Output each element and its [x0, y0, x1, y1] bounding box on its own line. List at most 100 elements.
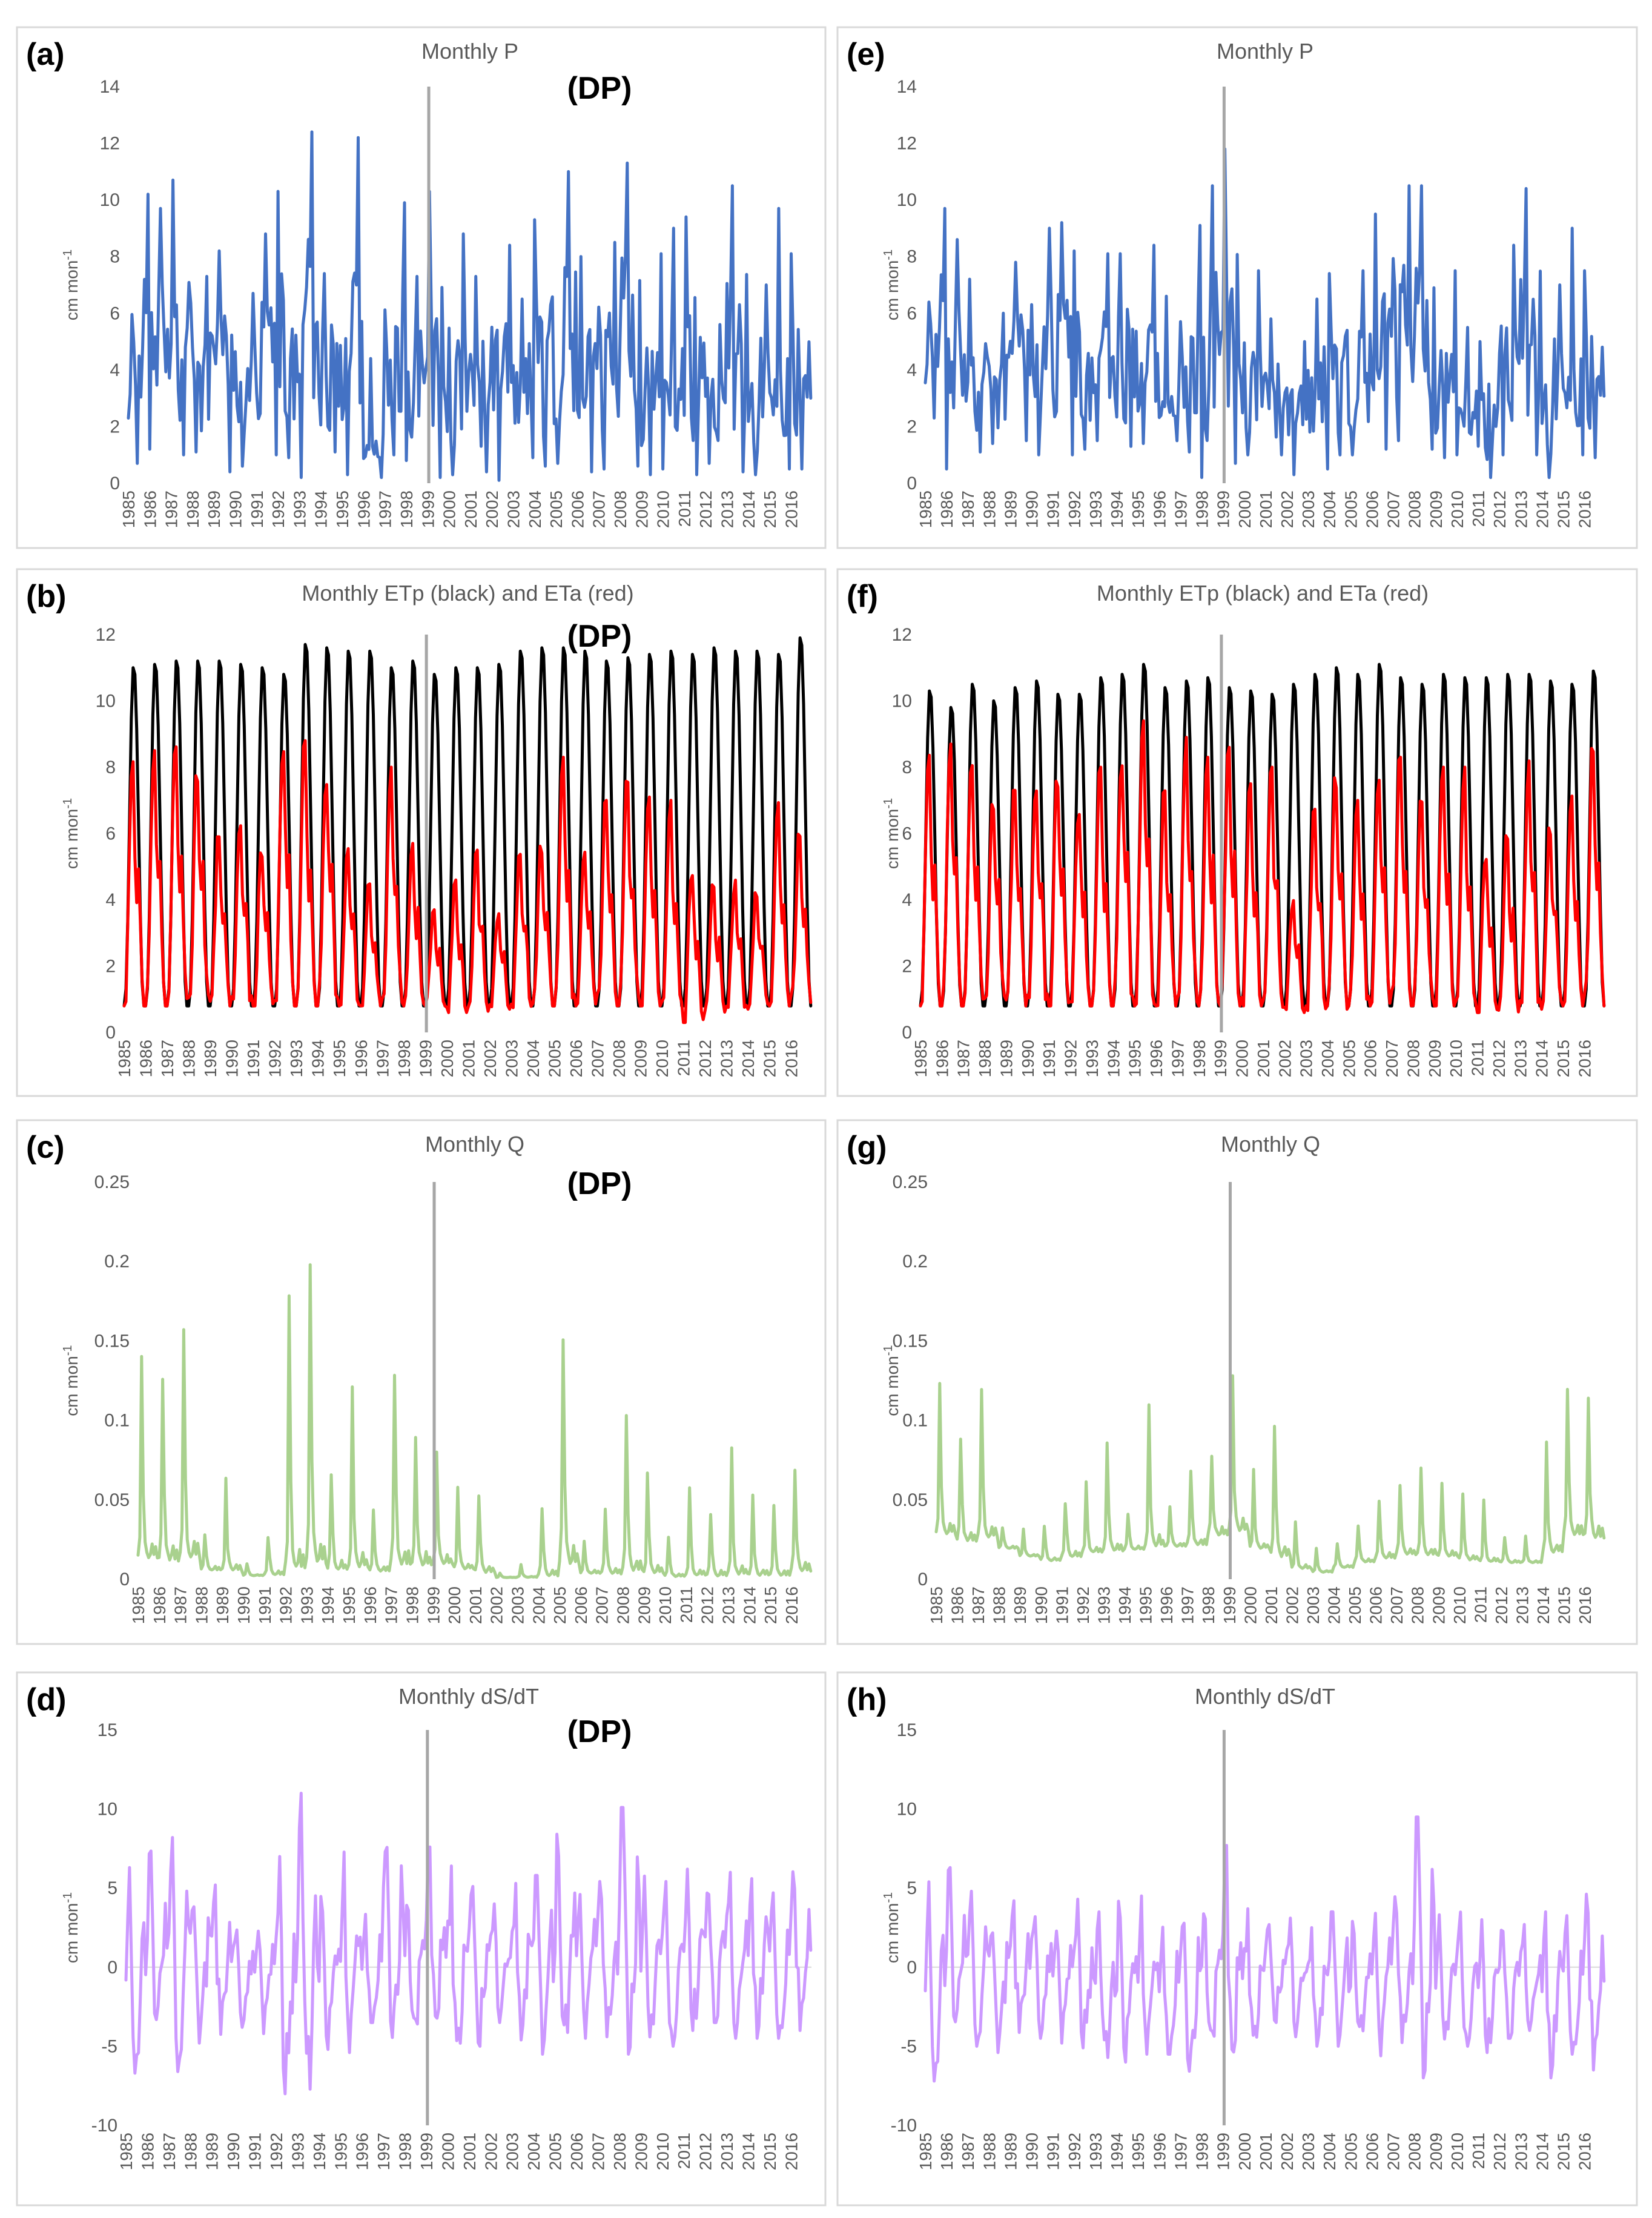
- panel-letter: (c): [26, 1130, 65, 1165]
- y-unit-superscript: -1: [61, 249, 74, 260]
- x-tick-label: 1987: [160, 2133, 179, 2170]
- x-tick-label: 1986: [948, 1586, 967, 1624]
- chart-panel-g: (g) Monthly Q 0 0.05 0.1 0.15 0.2 0.25 cm mon-1 1…: [836, 1119, 1638, 1645]
- y-tick-label: 0.15: [893, 1331, 928, 1351]
- panel-frame: [836, 1671, 1638, 2206]
- x-tick-label: 1996: [352, 1040, 371, 1077]
- chart-title: Monthly P: [1217, 39, 1313, 64]
- x-tick-label: 2016: [782, 1040, 801, 1077]
- y-tick-label: 8: [902, 757, 912, 777]
- y-tick-label: 0.25: [893, 1172, 928, 1192]
- x-tick-label: 2015: [1555, 490, 1573, 528]
- y-axis-title: cm mon-1: [61, 249, 81, 320]
- x-tick-label: 2010: [656, 1586, 675, 1624]
- x-tick-label: 1988: [181, 2133, 200, 2170]
- x-tick-label: 2000: [440, 490, 459, 528]
- x-tick-label: 1992: [269, 490, 288, 528]
- y-tick-label: 12: [100, 134, 120, 154]
- x-tick-label: 1990: [226, 490, 245, 528]
- x-tick-label: 1989: [1001, 2133, 1020, 2170]
- x-tick-label: 1997: [382, 1586, 401, 1624]
- x-tick-label: 1993: [287, 1040, 306, 1077]
- x-tick-label: 2013: [718, 2133, 736, 2170]
- y-tick-label: 10: [96, 691, 116, 711]
- x-tick-label: 2004: [1320, 490, 1339, 528]
- x-tick-label: 1994: [1108, 490, 1126, 528]
- y-tick-label: 0.25: [94, 1172, 130, 1192]
- x-tick-label: 1995: [1126, 1040, 1145, 1077]
- x-tick-label: 2013: [718, 490, 737, 528]
- x-tick-label: 2001: [1254, 1040, 1273, 1077]
- x-tick-label: 1997: [373, 1040, 392, 1077]
- x-tick-label: 2007: [590, 490, 609, 528]
- x-tick-label: 2002: [1278, 2133, 1297, 2170]
- x-tick-label: 2005: [1340, 1040, 1358, 1077]
- x-tick-label: 1999: [424, 1586, 443, 1624]
- x-tick-label: 2000: [1233, 1040, 1252, 1077]
- y-unit-superscript: -1: [882, 798, 895, 809]
- y-tick-label: 10: [97, 1800, 117, 1820]
- y-tick-label: 2: [902, 957, 912, 977]
- x-tick-label: 1987: [959, 490, 977, 528]
- x-tick-label: 1985: [916, 2133, 935, 2170]
- x-tick-label: 2005: [550, 1586, 569, 1624]
- x-tick-label: 2016: [1575, 1040, 1594, 1077]
- x-tick-label: 2010: [653, 1040, 672, 1077]
- dp-label: (DP): [567, 71, 632, 106]
- y-tick-label: 6: [105, 824, 116, 844]
- x-tick-label: 1987: [171, 1586, 190, 1624]
- y-unit-text: cm mon: [883, 1356, 902, 1416]
- x-tick-label: 2013: [719, 1586, 738, 1624]
- x-tick-label: 1995: [1129, 2133, 1148, 2170]
- x-tick-label: 2013: [1512, 2133, 1530, 2170]
- x-tick-label: 1999: [1220, 1586, 1239, 1624]
- x-tick-label: 2002: [481, 2133, 500, 2170]
- x-tick-label: 1997: [1168, 1040, 1187, 1077]
- y-unit-text: cm mon: [62, 260, 81, 321]
- x-tick-label: 1991: [1044, 2133, 1063, 2170]
- x-tick-label: 2016: [1576, 2133, 1594, 2170]
- x-tick-label: 1993: [1086, 490, 1105, 528]
- x-tick-label: 2015: [761, 1040, 779, 1077]
- x-tick-label: 2000: [438, 1040, 457, 1077]
- y-unit-text: cm mon: [883, 260, 902, 321]
- x-tick-label: 1998: [1193, 2133, 1212, 2170]
- x-tick-label: 1991: [244, 1040, 263, 1077]
- x-tick-label: 2005: [1346, 1586, 1364, 1624]
- x-tick-label: 1999: [1211, 1040, 1230, 1077]
- x-tick-label: 1998: [397, 490, 416, 528]
- x-tick-label: 2006: [567, 2133, 586, 2170]
- y-axis-title: cm mon-1: [882, 1345, 902, 1416]
- x-tick-label: 1994: [319, 1586, 337, 1624]
- x-tick-label: 2015: [761, 2133, 779, 2170]
- x-tick-label: 1996: [361, 1586, 380, 1624]
- x-tick-label: 2014: [1533, 490, 1551, 528]
- dp-label: (DP): [567, 1166, 632, 1201]
- y-tick-label: 5: [907, 1878, 917, 1898]
- x-tick-label: 2012: [1490, 1040, 1508, 1077]
- y-tick-label: 10: [897, 190, 917, 210]
- x-tick-label: 1990: [1032, 1586, 1051, 1624]
- x-tick-label: 2009: [632, 1040, 650, 1077]
- x-tick-label: 1998: [395, 1040, 414, 1077]
- x-tick-label: 2005: [545, 1040, 564, 1077]
- x-tick-label: 2000: [1241, 1586, 1260, 1624]
- x-tick-label: 1993: [290, 490, 309, 528]
- y-tick-label: 0.05: [893, 1490, 928, 1510]
- chart-panel-c: (c) Monthly Q 0 0.05 0.1 0.15 0.2 0.25 cm mon-1 1…: [16, 1119, 827, 1645]
- x-tick-label: 1990: [1019, 1040, 1037, 1077]
- x-tick-label: 1994: [1104, 1040, 1123, 1077]
- x-tick-label: 1996: [354, 490, 373, 528]
- x-tick-label: 1990: [1023, 2133, 1042, 2170]
- y-tick-label: -5: [900, 2036, 917, 2056]
- chart-title: Monthly Q: [425, 1132, 524, 1157]
- x-tick-label: 1985: [115, 1040, 134, 1077]
- panel-letter: (g): [847, 1130, 887, 1165]
- x-tick-label: 1986: [140, 490, 159, 528]
- chart-title: Monthly Q: [1221, 1132, 1320, 1157]
- x-tick-label: 2002: [483, 490, 501, 528]
- x-tick-label: 1986: [933, 1040, 951, 1077]
- x-tick-label: 1997: [1178, 1586, 1197, 1624]
- y-unit-superscript: -1: [61, 798, 74, 809]
